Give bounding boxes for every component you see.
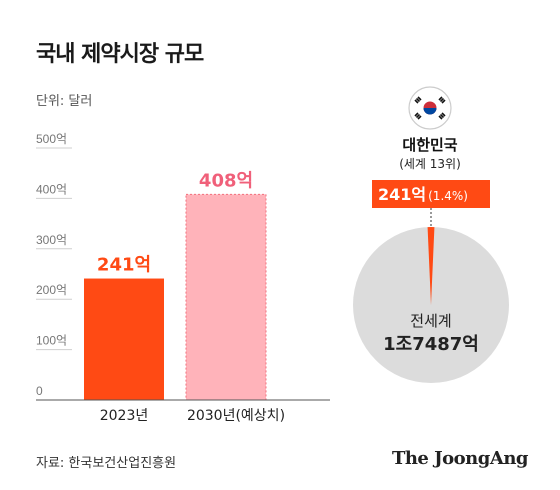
korea-value-badge [372, 180, 490, 208]
x-category-label: 2030년(예상치) [187, 408, 285, 424]
world-label: 전세계 [410, 312, 451, 330]
chart-title: 국내 제약시장 규모 [36, 42, 204, 67]
y-tick-label: 300억 [36, 233, 67, 247]
y-tick-label: 0 [36, 384, 43, 398]
korea-rank: (세계 13위) [399, 157, 461, 171]
bar-2023 [84, 278, 164, 400]
y-tick-label: 200억 [36, 283, 67, 297]
korea-label: 대한민국 [402, 136, 457, 154]
korea-flag-icon [408, 86, 452, 130]
bar-2030 [185, 193, 267, 401]
bar-value-label: 408억 [199, 170, 253, 191]
source-note: 자료: 한국보건산업진흥원 [36, 456, 177, 471]
x-category-label: 2023년 [100, 408, 149, 424]
y-tick-label: 100억 [36, 334, 67, 348]
pie-korea-slice [427, 226, 435, 305]
world-value: 1조7487억 [383, 334, 479, 355]
bar-value-label: 241억 [97, 255, 151, 276]
y-tick-label: 400억 [36, 182, 67, 196]
unit-label: 단위: 달러 [36, 94, 93, 109]
korea-share: (1.4%) [428, 189, 468, 203]
brand-logo: The JoongAng [391, 448, 529, 469]
y-tick-label: 500억 [36, 132, 67, 146]
korea-value: 241억 (1.4%) [378, 185, 468, 204]
